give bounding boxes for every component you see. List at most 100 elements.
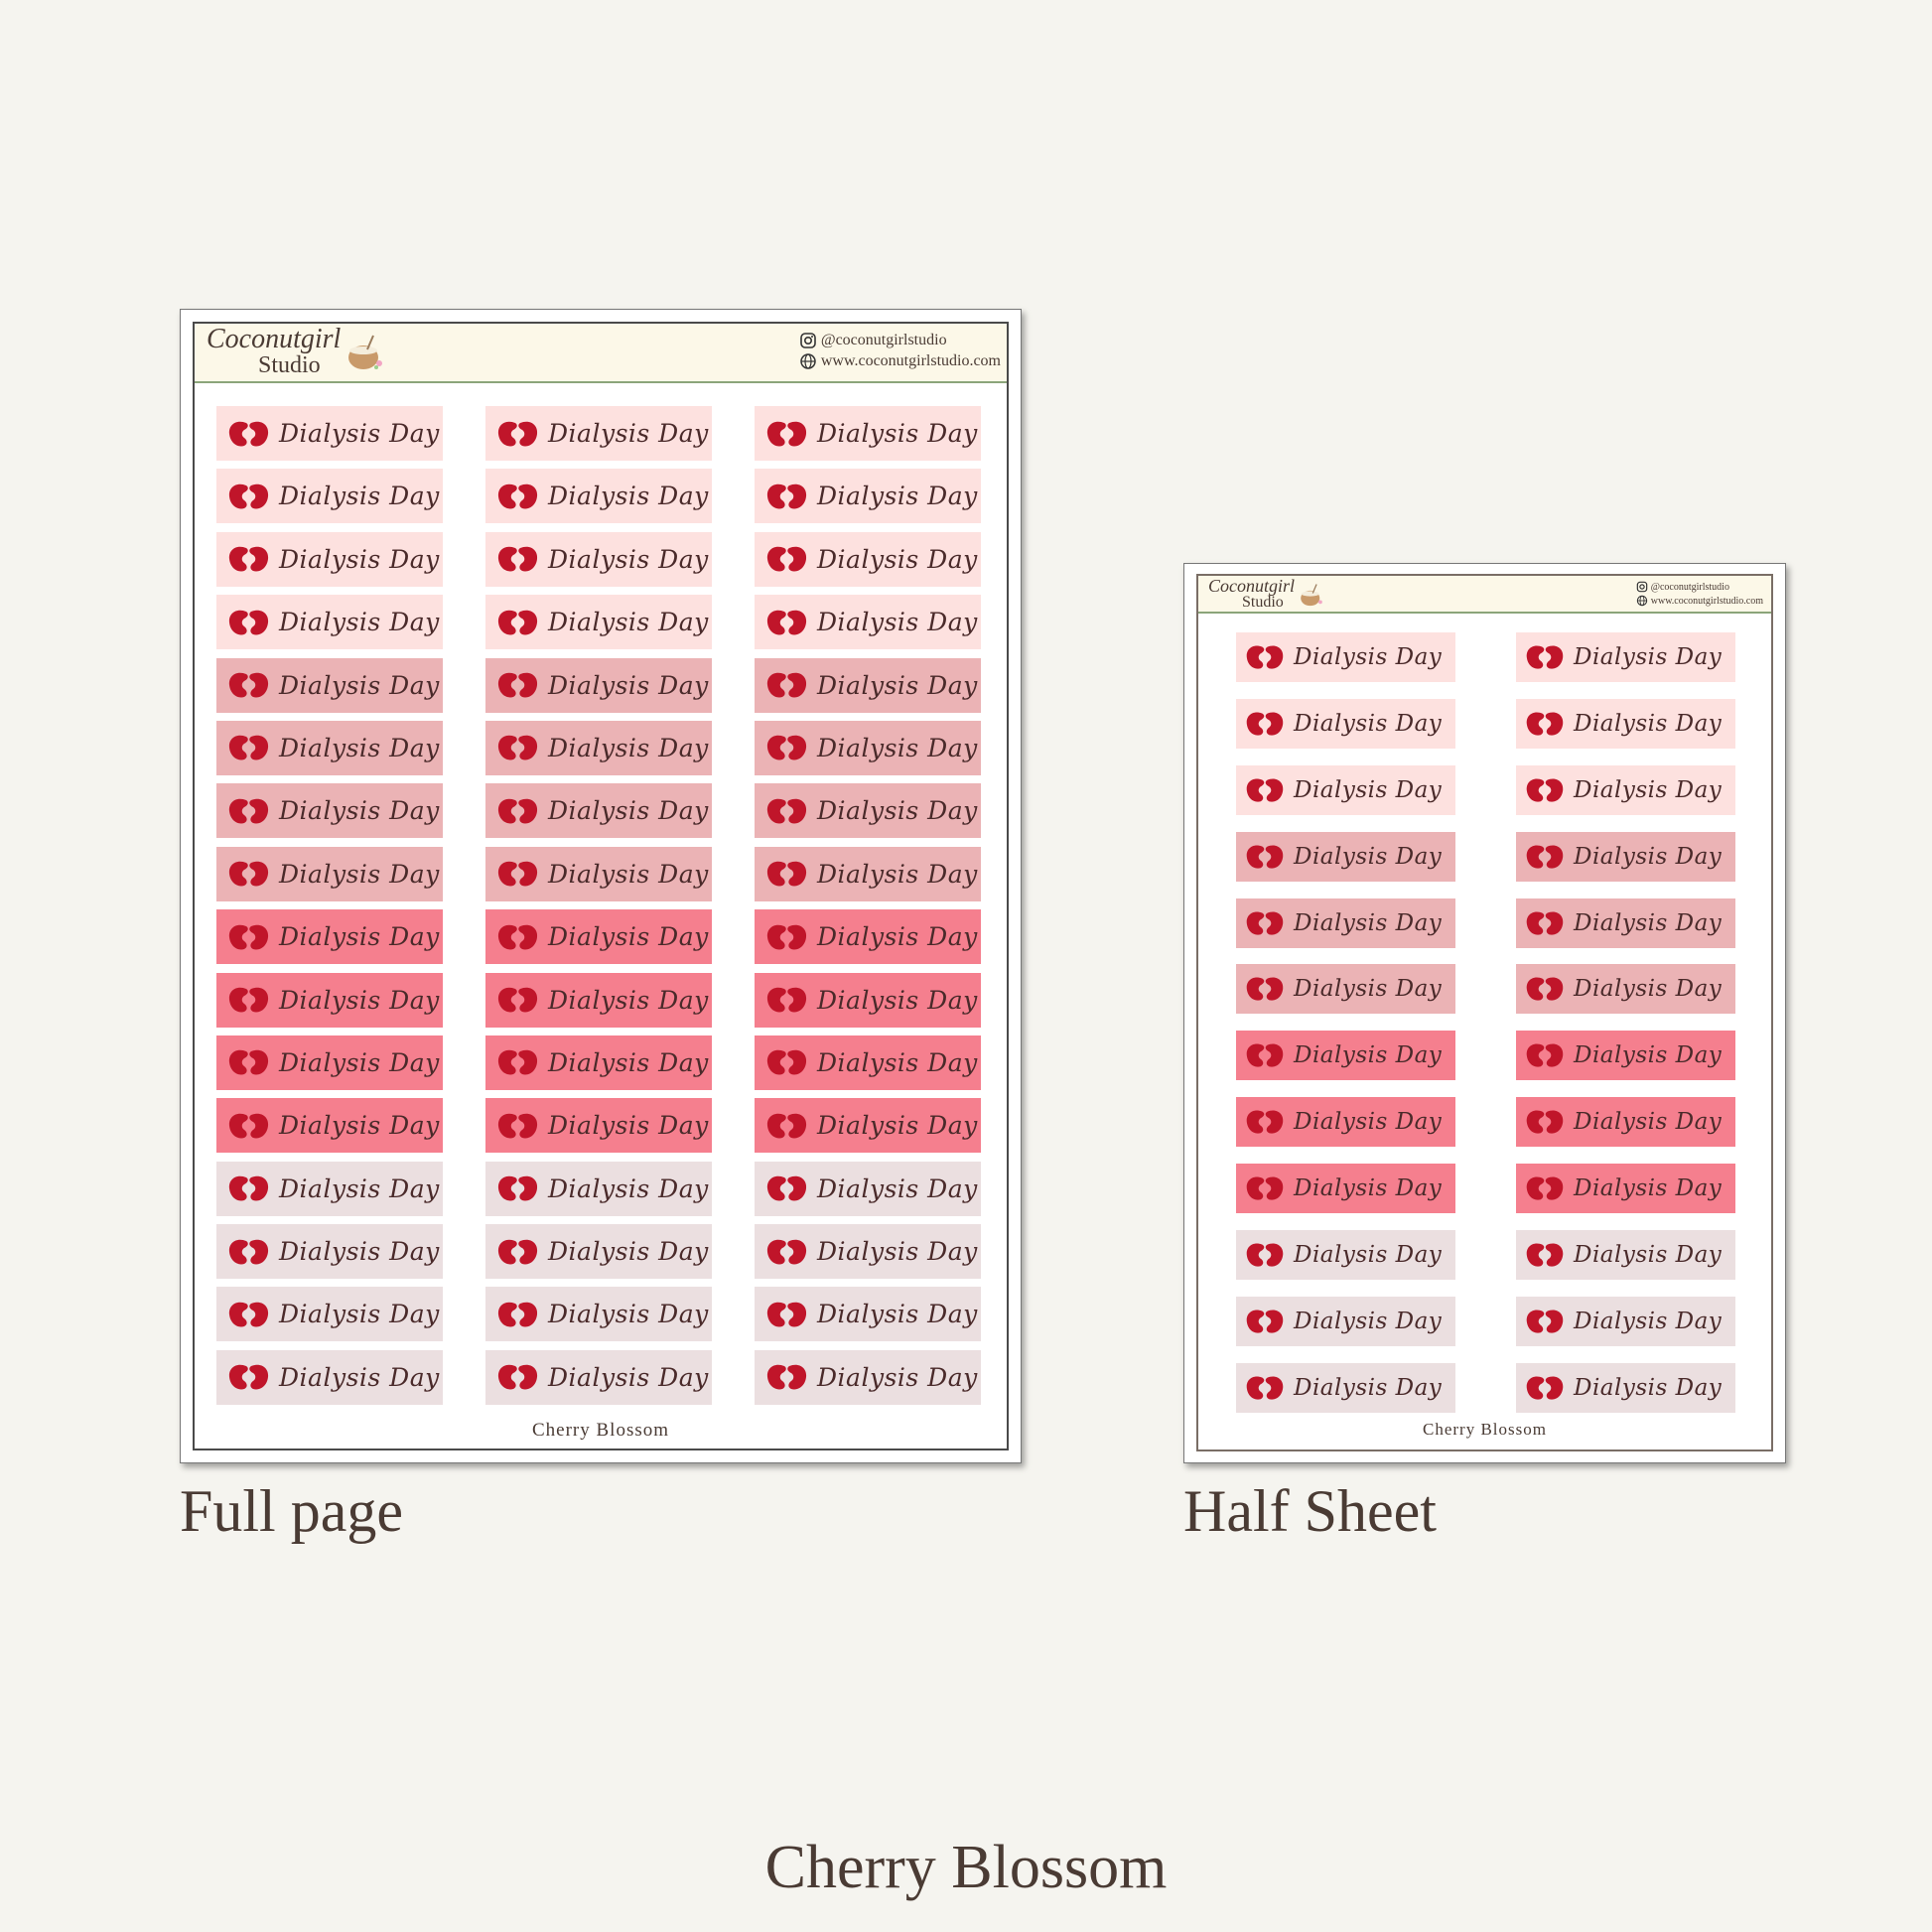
kidney-icon bbox=[766, 483, 807, 509]
sticker-label: Dialysis Day bbox=[1574, 776, 1723, 803]
dialysis-day-sticker: Dialysis Day bbox=[216, 1161, 443, 1216]
sticker-label: Dialysis Day bbox=[817, 922, 978, 952]
sticker-label: Dialysis Day bbox=[279, 859, 440, 889]
dialysis-day-sticker: Dialysis Day bbox=[1516, 831, 1735, 882]
kidney-icon bbox=[497, 483, 538, 509]
dialysis-day-sticker: Dialysis Day bbox=[755, 1098, 981, 1154]
sticker-label: Dialysis Day bbox=[1574, 976, 1723, 1003]
half-sheet-frame: Coconutgirl Studio @coconutgirlstudio bbox=[1196, 574, 1773, 1451]
dialysis-day-sticker: Dialysis Day bbox=[755, 1161, 981, 1216]
instagram-handle: @coconutgirlstudio bbox=[820, 332, 947, 348]
kidney-icon bbox=[497, 861, 538, 887]
sticker-label: Dialysis Day bbox=[1294, 710, 1443, 737]
kidney-icon bbox=[766, 672, 807, 698]
kidney-icon bbox=[766, 924, 807, 950]
sticker-label: Dialysis Day bbox=[279, 482, 440, 511]
sticker-label: Dialysis Day bbox=[548, 1047, 709, 1077]
dialysis-day-sticker: Dialysis Day bbox=[1236, 698, 1455, 749]
kidney-icon bbox=[766, 421, 807, 446]
sticker-label: Dialysis Day bbox=[279, 1362, 440, 1392]
kidney-icon bbox=[1526, 1176, 1564, 1200]
kidney-icon bbox=[228, 421, 269, 446]
kidney-icon bbox=[497, 1302, 538, 1327]
brand-contact: @coconutgirlstudio www.coconutgirlstudio… bbox=[1636, 581, 1763, 607]
half-sheet-sticker-grid: Dialysis Day Dialysis Day Dialysis Day Dial… bbox=[1236, 632, 1735, 1413]
dialysis-day-sticker: Dialysis Day bbox=[1236, 1097, 1455, 1148]
kidney-icon bbox=[228, 861, 269, 887]
full-page-caption: Full page bbox=[180, 1478, 403, 1544]
instagram-line: @coconutgirlstudio bbox=[1636, 581, 1763, 593]
kidney-icon bbox=[1246, 978, 1284, 1002]
kidney-icon bbox=[1526, 712, 1564, 736]
kidney-icon bbox=[1526, 1110, 1564, 1134]
sticker-label: Dialysis Day bbox=[548, 608, 709, 637]
kidney-icon bbox=[1246, 1310, 1284, 1333]
sticker-label: Dialysis Day bbox=[817, 1362, 978, 1392]
sticker-label: Dialysis Day bbox=[548, 670, 709, 700]
dialysis-day-sticker: Dialysis Day bbox=[755, 406, 981, 461]
dialysis-day-sticker: Dialysis Day bbox=[485, 909, 712, 965]
brand-contact: @coconutgirlstudio www.coconutgirlstudio… bbox=[799, 332, 1001, 370]
instagram-line: @coconutgirlstudio bbox=[799, 332, 1001, 349]
dialysis-day-sticker: Dialysis Day bbox=[216, 909, 443, 965]
brand-logo-script: Coconutgirl bbox=[1208, 576, 1296, 596]
kidney-icon bbox=[766, 610, 807, 635]
sticker-label: Dialysis Day bbox=[1294, 1042, 1443, 1069]
website-url: www.coconutgirlstudio.com bbox=[1650, 595, 1763, 607]
kidney-icon bbox=[1246, 712, 1284, 736]
sticker-label: Dialysis Day bbox=[279, 1237, 440, 1267]
sticker-label: Dialysis Day bbox=[1574, 843, 1723, 870]
kidney-icon bbox=[228, 1365, 269, 1390]
full-page-sheet: Coconutgirl Studio @coconutgirlstudio bbox=[180, 309, 1022, 1463]
kidney-icon bbox=[1246, 1176, 1284, 1200]
dialysis-day-sticker: Dialysis Day bbox=[485, 1098, 712, 1154]
sticker-label: Dialysis Day bbox=[1294, 1175, 1443, 1202]
sticker-label: Dialysis Day bbox=[1574, 1308, 1723, 1334]
half-sheet-footer: Cherry Blossom bbox=[1423, 1420, 1547, 1439]
brand-logo-studio: Studio bbox=[1242, 594, 1284, 611]
sticker-label: Dialysis Day bbox=[817, 859, 978, 889]
kidney-icon bbox=[1526, 911, 1564, 935]
dialysis-day-sticker: Dialysis Day bbox=[485, 720, 712, 775]
kidney-icon bbox=[228, 1113, 269, 1139]
sticker-label: Dialysis Day bbox=[817, 985, 978, 1015]
kidney-icon bbox=[766, 1113, 807, 1139]
sticker-label: Dialysis Day bbox=[279, 608, 440, 637]
sticker-label: Dialysis Day bbox=[548, 796, 709, 826]
globe-icon bbox=[800, 353, 816, 369]
dialysis-day-sticker: Dialysis Day bbox=[1236, 1031, 1455, 1081]
dialysis-day-sticker: Dialysis Day bbox=[1236, 897, 1455, 948]
sticker-label: Dialysis Day bbox=[1294, 909, 1443, 936]
kidney-icon bbox=[228, 1239, 269, 1265]
dialysis-day-sticker: Dialysis Day bbox=[485, 1224, 712, 1280]
sticker-label: Dialysis Day bbox=[548, 922, 709, 952]
sticker-label: Dialysis Day bbox=[1294, 1308, 1443, 1334]
dialysis-day-sticker: Dialysis Day bbox=[1236, 1362, 1455, 1413]
dialysis-day-sticker: Dialysis Day bbox=[485, 531, 712, 587]
kidney-icon bbox=[497, 1050, 538, 1075]
sticker-label: Dialysis Day bbox=[279, 419, 440, 448]
kidney-icon bbox=[1246, 645, 1284, 669]
instagram-icon bbox=[800, 333, 816, 348]
dialysis-day-sticker: Dialysis Day bbox=[755, 720, 981, 775]
sticker-label: Dialysis Day bbox=[1294, 1242, 1443, 1269]
full-page-header: Coconutgirl Studio @coconutgirlstudio bbox=[195, 324, 1007, 383]
sticker-label: Dialysis Day bbox=[1574, 1175, 1723, 1202]
sticker-label: Dialysis Day bbox=[548, 1173, 709, 1203]
dialysis-day-sticker: Dialysis Day bbox=[485, 1287, 712, 1342]
full-page-sticker-grid: Dialysis Day Dialysis Day Dialysis Day Dial… bbox=[216, 406, 981, 1405]
kidney-icon bbox=[1526, 1043, 1564, 1067]
dialysis-day-sticker: Dialysis Day bbox=[1516, 897, 1735, 948]
dialysis-day-sticker: Dialysis Day bbox=[216, 1287, 443, 1342]
kidney-icon bbox=[228, 1050, 269, 1075]
dialysis-day-sticker: Dialysis Day bbox=[1236, 1164, 1455, 1214]
globe-icon bbox=[1636, 595, 1647, 607]
half-sheet-caption: Half Sheet bbox=[1183, 1478, 1437, 1544]
kidney-icon bbox=[228, 736, 269, 760]
sticker-label: Dialysis Day bbox=[817, 796, 978, 826]
brand-logo-script: Coconutgirl bbox=[207, 324, 342, 354]
dialysis-day-sticker: Dialysis Day bbox=[485, 406, 712, 461]
sticker-label: Dialysis Day bbox=[817, 1047, 978, 1077]
dialysis-day-sticker: Dialysis Day bbox=[1516, 964, 1735, 1015]
coconut-icon bbox=[348, 335, 382, 369]
